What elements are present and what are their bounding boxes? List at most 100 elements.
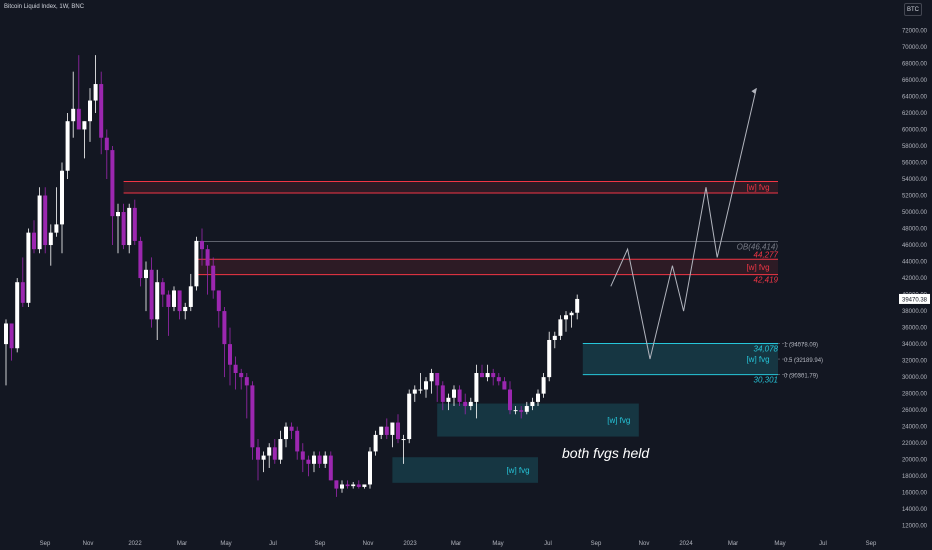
candle-body-1	[9, 323, 14, 349]
level-label-4: 30,301	[754, 376, 778, 385]
y-tick-27: 18000.00	[902, 474, 928, 480]
candle-body-58	[328, 455, 333, 481]
candle-body-26	[149, 269, 154, 320]
y-tick-28: 16000.00	[902, 491, 928, 497]
candle-body-71	[401, 439, 406, 441]
candle-body-96	[541, 377, 546, 394]
x-tick-0: Sep	[40, 541, 51, 547]
y-tick-25: 22000.00	[902, 441, 928, 447]
candle-body-49	[278, 439, 283, 460]
y-tick-20: 32000.00	[902, 359, 928, 365]
candle-body-82	[463, 401, 468, 407]
candle-body-36	[205, 249, 210, 266]
candle-body-48	[272, 447, 277, 460]
candle-body-84	[474, 373, 479, 402]
y-tick-13: 46000.00	[902, 243, 928, 249]
candle-body-64	[362, 484, 367, 487]
candle-body-70	[396, 422, 400, 440]
candle-body-93	[524, 406, 529, 412]
x-tick-13: Nov	[639, 541, 650, 547]
x-tick-18: Sep	[866, 541, 877, 547]
x-tick-10: May	[492, 541, 503, 547]
candle-body-46	[261, 455, 266, 460]
x-tick-2: 2022	[128, 541, 142, 547]
candle-body-62	[351, 484, 356, 487]
candle-body-27	[155, 282, 160, 320]
candle-body-91	[513, 410, 518, 412]
candle-body-99	[558, 319, 563, 336]
level-label-3: 34,078	[754, 344, 779, 353]
candle-body-35	[200, 240, 204, 250]
candle-body-101	[569, 312, 574, 316]
level-label-1: 42,419	[754, 276, 779, 285]
candle-body-10	[60, 170, 64, 225]
candle-body-97	[547, 339, 552, 378]
candle-body-55	[312, 455, 316, 464]
candle-body-19	[110, 150, 115, 217]
candle-body-87	[491, 373, 496, 378]
y-tick-1: 70000.00	[902, 45, 928, 51]
candle-body-34	[194, 240, 199, 287]
candle-body-0	[4, 323, 8, 345]
candle-body-68	[384, 426, 389, 435]
candle-body-33	[188, 286, 193, 307]
candle-body-63	[356, 484, 361, 487]
candle-body-47	[267, 447, 272, 456]
candle-body-65	[368, 451, 372, 485]
candle-body-11	[65, 121, 70, 171]
price-levels: 44,277 42,419 OB(46,414) 34,078 30,301 1 (340…	[196, 241, 823, 385]
x-tick-11: Jul	[544, 541, 552, 547]
fvg-zones: [w] fvg [w] fvg [w] fvg [w] fvg [w] fvg	[123, 180, 779, 483]
candle-body-72	[407, 393, 412, 440]
candle-body-67	[379, 426, 384, 435]
candle-body-41	[233, 364, 238, 374]
x-tick-12: Sep	[591, 541, 602, 547]
y-tick-10: 52000.00	[902, 194, 928, 200]
candle-body-81	[457, 389, 462, 402]
fvg-zone-4	[392, 457, 538, 483]
y-tick-18: 36000.00	[902, 326, 928, 332]
candle-body-2	[15, 282, 20, 349]
fvg-label-3: [w] fvg	[607, 416, 630, 425]
candle-body-57	[323, 455, 328, 464]
candle-body-3	[20, 282, 25, 303]
level-label-0: 44,277	[754, 250, 779, 259]
time-axis: Sep Nov 2022 Mar May Jul Sep Nov 2023 Mar May Jul Se…	[40, 541, 877, 547]
projection-arrowhead	[751, 88, 757, 95]
candle-body-13	[76, 108, 81, 130]
fvg-label-0: [w] fvg	[746, 183, 769, 192]
candle-body-44	[250, 385, 255, 448]
y-tick-5: 62000.00	[902, 111, 928, 117]
candle-body-53	[300, 451, 305, 460]
candle-body-24	[138, 240, 143, 279]
price-axis: 72000.00 70000.00 68000.00 66000.00 64000.00…	[899, 28, 930, 530]
candle-body-30	[172, 290, 176, 307]
currency-button[interactable]: BTC	[904, 3, 922, 16]
candle-body-78	[440, 385, 445, 402]
y-tick-29: 14000.00	[902, 507, 928, 513]
candle-body-95	[536, 393, 540, 402]
y-tick-22: 28000.00	[902, 392, 928, 398]
x-tick-4: May	[220, 541, 231, 547]
projection-path: both fvgs held	[562, 88, 757, 461]
candle-body-77	[435, 373, 440, 386]
candle-body-88	[496, 377, 501, 382]
candle-body-85	[480, 373, 484, 378]
candle-body-59	[334, 480, 339, 489]
candle-body-16	[93, 84, 98, 101]
y-tick-30: 12000.00	[902, 524, 928, 530]
candle-body-92	[519, 410, 524, 412]
projection-line	[610, 88, 757, 360]
x-tick-3: Mar	[177, 541, 187, 547]
candle-body-4	[26, 232, 31, 303]
candle-body-94	[530, 401, 535, 407]
candle-body-20	[116, 212, 120, 217]
y-tick-23: 26000.00	[902, 408, 928, 414]
fib-label-0: 1 (34078.09)	[784, 342, 818, 348]
y-tick-21: 30000.00	[902, 375, 928, 381]
candle-body-37	[211, 265, 216, 291]
candle-body-29	[166, 294, 171, 307]
y-tick-3: 66000.00	[902, 78, 928, 84]
chart-title: Bitcoin Liquid Index, 1W, BNC	[4, 4, 85, 10]
